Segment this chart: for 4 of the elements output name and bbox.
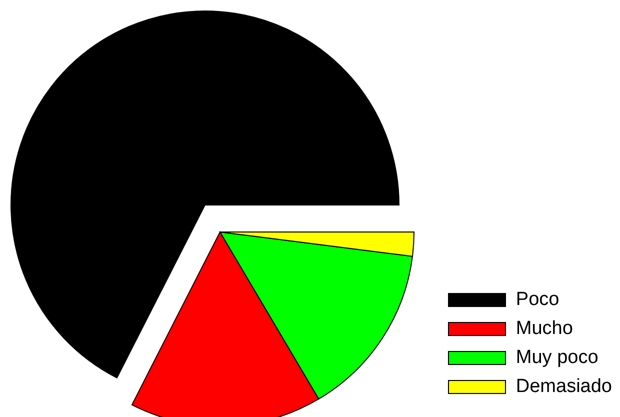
legend-label: Muy poco <box>516 346 598 368</box>
legend-label: Demasiado <box>516 376 612 398</box>
legend-label: Mucho <box>516 318 573 340</box>
legend-label: Poco <box>516 288 560 310</box>
